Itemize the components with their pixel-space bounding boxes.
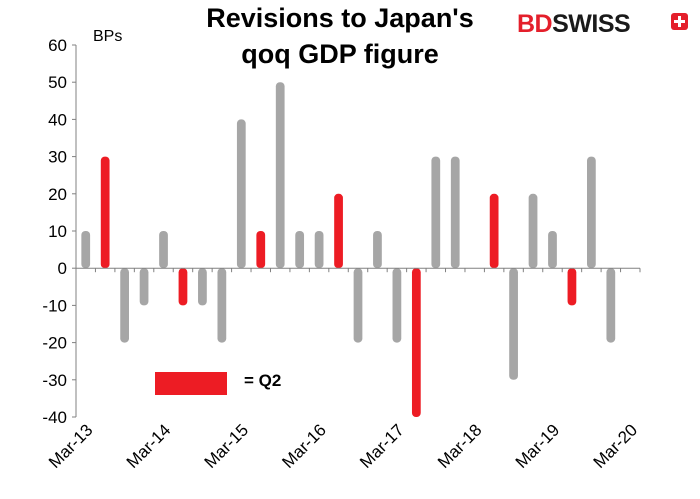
y-tick-label: 60 xyxy=(48,36,67,55)
bar xyxy=(236,119,246,269)
x-tick-label: Mar-19 xyxy=(512,420,564,472)
bar xyxy=(489,193,499,269)
bar xyxy=(450,156,460,269)
chart-title-line-2: qoq GDP figure xyxy=(241,39,439,69)
bar xyxy=(314,231,324,269)
x-tick-label: Mar-18 xyxy=(434,420,486,472)
y-tick-label: 0 xyxy=(58,259,67,278)
bar xyxy=(178,268,188,306)
y-tick-label: -20 xyxy=(42,334,67,353)
bar xyxy=(198,268,207,306)
y-axis-label: BPs xyxy=(93,28,123,45)
x-tick-label: Mar-14 xyxy=(123,420,175,472)
bdswiss-logo: BDSWISS xyxy=(517,10,631,38)
y-tick-label: 40 xyxy=(48,110,67,129)
bar xyxy=(295,231,305,269)
y-tick-label: 20 xyxy=(48,185,67,204)
bar xyxy=(334,193,343,269)
x-tick-label: Mar-20 xyxy=(590,420,642,472)
legend-swatch-q2 xyxy=(155,372,227,395)
swiss-flag-icon xyxy=(671,13,688,30)
bar xyxy=(256,231,266,269)
bar xyxy=(159,231,168,269)
y-tick-label: 10 xyxy=(48,222,67,241)
y-tick-label: 50 xyxy=(48,73,67,92)
bar xyxy=(217,268,227,343)
bar xyxy=(120,268,129,343)
x-tick-label: Mar-16 xyxy=(278,420,330,472)
y-tick-label: -40 xyxy=(42,408,67,427)
bar xyxy=(392,268,402,343)
bar xyxy=(587,156,596,269)
bar xyxy=(411,268,421,417)
y-tick-label: 30 xyxy=(48,148,67,167)
bar xyxy=(100,156,110,269)
bar xyxy=(548,231,557,269)
bar xyxy=(509,268,518,380)
bar xyxy=(275,82,285,269)
bar xyxy=(431,156,441,269)
bar xyxy=(81,231,91,269)
x-tick-label: Mar-13 xyxy=(45,420,97,472)
y-tick-label: -30 xyxy=(42,371,67,390)
bar xyxy=(606,268,616,343)
bar xyxy=(567,268,577,306)
bar xyxy=(353,268,363,343)
x-tick-label: Mar-17 xyxy=(356,420,408,472)
bar xyxy=(373,231,382,269)
chart-title-line-1: Revisions to Japan's xyxy=(206,3,474,33)
bar xyxy=(528,193,538,269)
x-tick-label: Mar-15 xyxy=(201,420,253,472)
bar xyxy=(139,268,149,306)
y-tick-label: -10 xyxy=(42,296,67,315)
legend-label-q2: = Q2 xyxy=(244,371,282,390)
